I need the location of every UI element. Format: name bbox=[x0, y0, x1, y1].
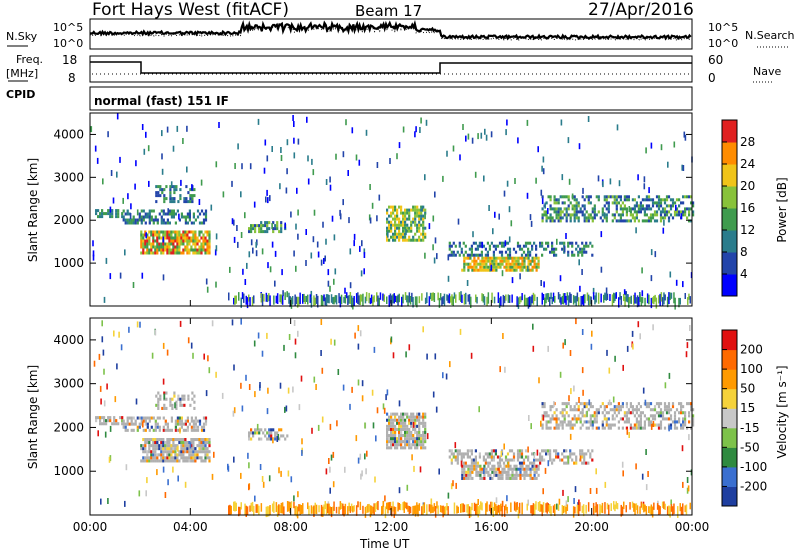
nsearch-line bbox=[89, 24, 691, 41]
x-tick-label: 00:00 bbox=[675, 520, 710, 534]
colorbar-swatch bbox=[722, 208, 737, 231]
nsearch-label: N.Search bbox=[745, 29, 795, 42]
station-title: Fort Hays West (fitACF) bbox=[92, 0, 289, 20]
colorbar-swatch bbox=[722, 230, 737, 253]
colorbar-tick-label: 200 bbox=[740, 343, 763, 357]
y-tick-label: 4000 bbox=[53, 127, 84, 141]
y-tick-label: 1000 bbox=[53, 464, 84, 478]
colorbar-tick-label: 16 bbox=[740, 201, 755, 215]
colorbar-tick-label: 4 bbox=[740, 267, 748, 281]
x-tick-label: 20:00 bbox=[574, 520, 609, 534]
colorbar-swatch bbox=[722, 427, 737, 448]
cpid-value: normal (fast) 151 IF bbox=[94, 94, 229, 108]
nave-label: Nave bbox=[753, 65, 782, 78]
freq-line bbox=[90, 61, 692, 74]
power-y-ticks: 1000 2000 3000 4000 bbox=[53, 127, 692, 270]
colorbar-swatch bbox=[722, 408, 737, 429]
power-ylabel: Slant Range [km] bbox=[26, 157, 40, 263]
colorbar-swatch bbox=[722, 142, 737, 165]
x-tick-label: 08:00 bbox=[273, 520, 308, 534]
velocity-y-ticks: 1000 2000 3000 4000 bbox=[53, 333, 692, 478]
colorbar-tick-label: 28 bbox=[740, 135, 755, 149]
colorbar-swatch bbox=[722, 330, 737, 351]
colorbar-swatch bbox=[722, 349, 737, 370]
y-tick-label: 4000 bbox=[53, 333, 84, 347]
nsearch-tick-low: 10^0 bbox=[708, 37, 739, 50]
freq-panel-frame bbox=[89, 55, 693, 83]
colorbar-swatch bbox=[722, 466, 737, 487]
y-tick-label: 1000 bbox=[53, 256, 84, 270]
nsky-tick-high: 10^5 bbox=[53, 21, 84, 34]
nave-tick-low: 0 bbox=[708, 71, 716, 85]
colorbar-tick-label: 100 bbox=[740, 362, 763, 376]
colorbar-tick-label: -100 bbox=[740, 460, 767, 474]
freq-tick-low: 8 bbox=[68, 71, 76, 85]
x-tick-label: 12:00 bbox=[374, 520, 409, 534]
velocity-data bbox=[93, 318, 695, 519]
x-tick-label: 16:00 bbox=[474, 520, 509, 534]
time-x-ticks: 00:00 04:00 08:00 12:00 16:00 20:00 00:00 bbox=[73, 300, 710, 534]
nave-tick-high: 60 bbox=[708, 53, 724, 67]
cpid-panel-frame bbox=[89, 86, 693, 111]
colorbar-tick-label: 24 bbox=[740, 157, 755, 171]
colorbar-swatch bbox=[722, 186, 737, 209]
y-tick-label: 3000 bbox=[53, 377, 84, 391]
colorbar-tick-label: 20 bbox=[740, 179, 755, 193]
freq-label: Freq. bbox=[16, 53, 44, 66]
date-label: 27/Apr/2016 bbox=[588, 0, 694, 20]
colorbar-tick-label: 8 bbox=[740, 245, 748, 259]
nsky-panel-frame bbox=[89, 18, 693, 50]
y-tick-label: 2000 bbox=[53, 420, 84, 434]
x-tick-label: 04:00 bbox=[173, 520, 208, 534]
colorbar-tick-label: 15 bbox=[740, 401, 755, 415]
y-tick-label: 2000 bbox=[53, 213, 84, 227]
colorbar-tick-label: -15 bbox=[740, 421, 760, 435]
colorbar-swatch bbox=[722, 274, 737, 297]
velocity-cbar-label: Velocity [m s⁻¹] bbox=[775, 365, 789, 459]
colorbar-tick-label: 50 bbox=[740, 382, 755, 396]
nsky-label: N.Sky bbox=[6, 30, 38, 43]
power-cbar-label: Power [dB] bbox=[775, 177, 789, 243]
colorbar-swatch bbox=[722, 120, 737, 143]
colorbar-swatch bbox=[722, 252, 737, 275]
colorbar-swatch bbox=[722, 388, 737, 409]
nsearch-tick-high: 10^5 bbox=[708, 21, 739, 34]
freq-unit-label: [MHz] bbox=[6, 67, 39, 80]
colorbar-swatch bbox=[722, 486, 737, 507]
colorbar-tick-label: 12 bbox=[740, 223, 755, 237]
colorbar-tick-label: -200 bbox=[740, 479, 767, 493]
x-tick-label: 00:00 bbox=[73, 520, 108, 534]
colorbar-swatch bbox=[722, 369, 737, 390]
velocity-colorbar: 200 100 50 15 -15 -50 -100 -200 bbox=[721, 329, 767, 507]
colorbar-swatch bbox=[722, 447, 737, 468]
nsky-line bbox=[89, 19, 692, 41]
beam-label: Beam 17 bbox=[355, 2, 423, 20]
y-tick-label: 3000 bbox=[53, 170, 84, 184]
cpid-label: CPID bbox=[6, 88, 36, 101]
colorbar-tick-label: -50 bbox=[740, 440, 760, 454]
colorbar-swatch bbox=[722, 164, 737, 187]
power-data bbox=[90, 113, 695, 310]
power-colorbar: 4 8 12 16 20 24 28 bbox=[721, 119, 755, 297]
velocity-ylabel: Slant Range [km] bbox=[26, 364, 40, 470]
nsky-tick-low: 10^0 bbox=[53, 37, 84, 50]
time-xlabel: Time UT bbox=[360, 537, 410, 551]
freq-tick-high: 18 bbox=[62, 53, 78, 67]
